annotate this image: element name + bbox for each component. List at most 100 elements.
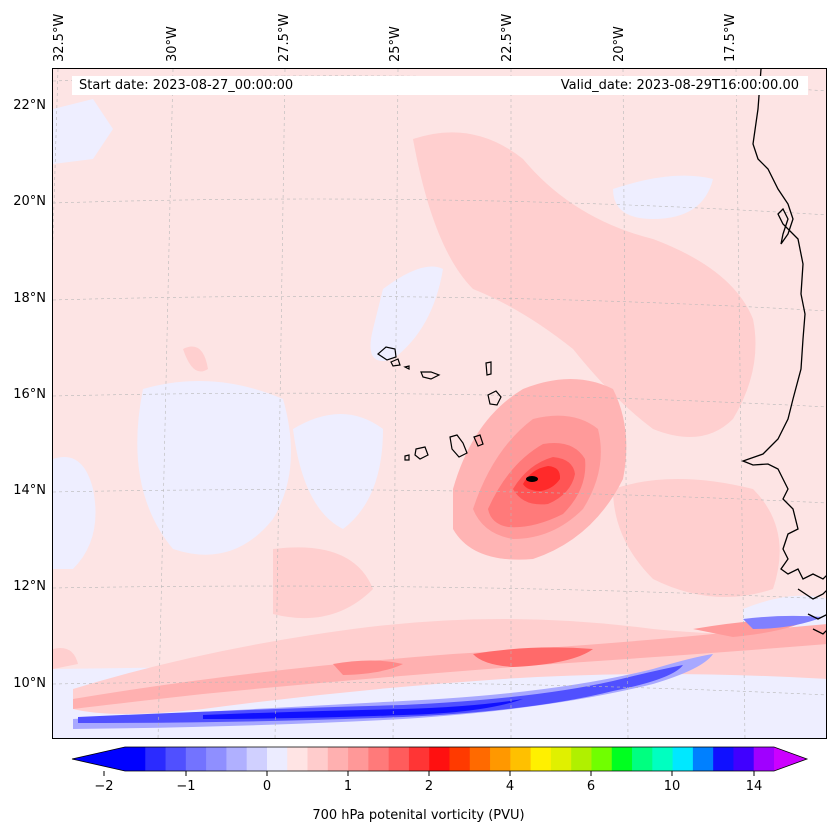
colorbar-segment xyxy=(327,747,349,771)
pv-patch xyxy=(613,175,713,219)
info-banner xyxy=(72,76,808,95)
latitude-label: 22°N xyxy=(13,98,46,113)
colorbar-segment xyxy=(753,747,775,771)
colorbar-tick-label: 1 xyxy=(343,779,353,794)
colorbar-segment xyxy=(206,747,227,771)
colorbar-segment xyxy=(125,747,146,771)
pv-level-5 xyxy=(523,466,561,491)
colorbar-segment xyxy=(733,747,755,771)
colorbar-tick-label: 0 xyxy=(262,779,272,794)
colorbar-segment xyxy=(490,747,511,771)
pv-patch xyxy=(73,624,826,709)
colorbar-segment xyxy=(388,747,410,771)
colorbar-segment xyxy=(632,747,653,771)
pv-patch xyxy=(613,479,780,597)
pv-patch xyxy=(137,381,291,555)
latitude-label: 14°N xyxy=(13,483,46,498)
gridline xyxy=(622,69,629,738)
colorbar-tick-label: 2 xyxy=(424,779,434,794)
longitude-label: 22.5°W xyxy=(500,13,515,62)
colorbar-segment xyxy=(348,747,369,771)
island-sal xyxy=(485,361,492,376)
pv-max xyxy=(526,476,538,482)
colorbar-segment xyxy=(692,747,714,771)
colorbar-segment xyxy=(530,747,552,771)
longitude-label: 27.5°W xyxy=(277,13,292,62)
colorbar-tick-label: −1 xyxy=(176,779,196,794)
island-santa-luzia xyxy=(403,365,410,370)
pv-patch xyxy=(413,132,756,438)
latitude-label: 18°N xyxy=(13,291,46,306)
island-sao-vicente xyxy=(390,358,401,367)
colorbar-segment xyxy=(408,747,430,771)
colorbar-segment xyxy=(287,747,309,771)
longitude-label: 25°W xyxy=(388,26,403,62)
colorbar-over-arrow xyxy=(774,747,807,771)
longitude-label: 20°W xyxy=(612,26,627,62)
latitude-label: 16°N xyxy=(13,387,46,402)
colorbar-segment xyxy=(226,747,248,771)
colorbar-tick-label: 6 xyxy=(586,779,596,794)
pv-patch xyxy=(183,346,208,372)
colorbar-segment xyxy=(713,747,734,771)
pv-patch xyxy=(370,266,443,361)
colorbar-segment xyxy=(429,747,450,771)
colorbar-tick-label: −2 xyxy=(94,779,114,794)
pv-patch xyxy=(73,654,713,729)
longitude-label: 32.5°W xyxy=(52,13,67,62)
pv-patch xyxy=(53,648,78,669)
colorbar-segment xyxy=(591,747,613,771)
map-panel xyxy=(52,68,827,739)
colorbar-tick-label: 14 xyxy=(745,779,763,794)
colorbar-segment xyxy=(611,747,633,771)
colorbar-segment xyxy=(550,747,572,771)
longitude-label: 17.5°W xyxy=(723,13,738,62)
colorbar-outline xyxy=(71,746,809,772)
map-field xyxy=(53,69,826,738)
colorbar-segment xyxy=(652,747,674,771)
island-fogo xyxy=(414,446,429,460)
island-maio xyxy=(473,434,484,447)
pv-patch xyxy=(743,615,823,629)
pv-patch xyxy=(293,414,383,529)
latitude-label: 10°N xyxy=(13,676,46,691)
map-gridlines xyxy=(53,69,826,738)
latitude-label: 12°N xyxy=(13,579,46,594)
colorbar-tick-label: 10 xyxy=(663,779,681,794)
pv-patch xyxy=(53,99,113,164)
latitude-label: 20°N xyxy=(13,194,46,209)
colorbar-segment xyxy=(672,747,694,771)
valid-date-label: Valid_date: 2023-08-29T16:00:00.00 xyxy=(560,78,799,93)
colorbar-segment xyxy=(368,747,390,771)
cape-verde-islands xyxy=(377,346,502,461)
pv-patch xyxy=(333,660,403,675)
colorbar-segment xyxy=(246,747,268,771)
gridline xyxy=(735,69,746,738)
colorbar-segment xyxy=(165,747,187,771)
colorbar-segment xyxy=(145,747,167,771)
pv-patch xyxy=(203,699,523,719)
colorbar-under-arrow xyxy=(72,747,125,771)
gridline xyxy=(392,69,399,738)
pv-patch xyxy=(273,547,373,619)
gridline xyxy=(274,69,286,738)
colorbar-segment xyxy=(571,747,592,771)
gridline xyxy=(157,69,174,738)
colorbar-segment xyxy=(307,747,329,771)
colorbar-segment xyxy=(449,747,471,771)
pv-patch xyxy=(53,457,96,569)
pv-negative-band xyxy=(73,615,823,729)
colorbar-segment xyxy=(185,747,207,771)
colorbar-segment xyxy=(266,747,288,771)
island-sao-nicolau xyxy=(420,371,441,380)
colorbar-title: 700 hPa potenital vorticity (PVU) xyxy=(312,808,525,823)
colorbar-segment xyxy=(469,747,491,771)
longitude-label: 30°W xyxy=(165,26,180,62)
island-santiago xyxy=(449,434,468,458)
africa-coastline xyxy=(741,69,826,635)
colorbar-segment xyxy=(510,747,532,771)
island-brava xyxy=(404,454,410,461)
island-boa-vista xyxy=(487,390,502,406)
island-santo-antao xyxy=(377,346,397,361)
pv-patch xyxy=(473,647,593,667)
